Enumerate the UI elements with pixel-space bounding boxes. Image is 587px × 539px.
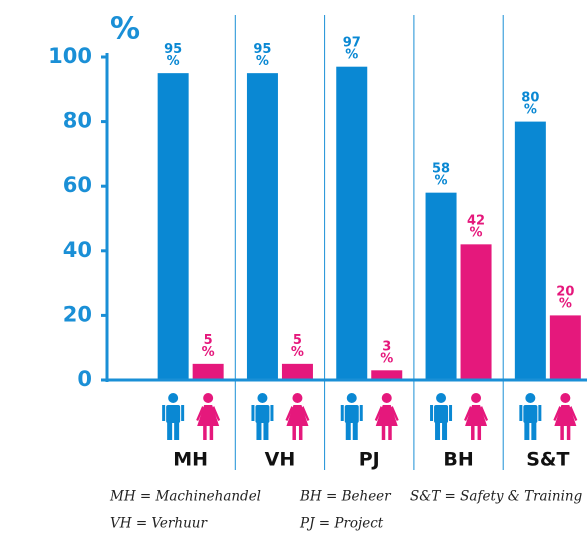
icon-leg (477, 426, 482, 440)
icon-arm (270, 405, 274, 421)
value-label: 3% (380, 339, 393, 366)
icon-arm (519, 405, 523, 421)
x-tick-label: S&T (526, 449, 569, 471)
icon-head (168, 393, 179, 403)
icon-arm (162, 405, 166, 421)
male-icon (519, 393, 542, 440)
icon-head (203, 393, 214, 403)
icon-leg (292, 426, 296, 440)
icon-arm (538, 405, 542, 421)
icon-head (436, 393, 447, 403)
icon-arm (181, 405, 185, 421)
x-tick-label: VH (265, 449, 296, 471)
value-label: 95% (253, 42, 271, 69)
icon-body (255, 405, 270, 423)
icon-leg (298, 426, 303, 440)
icon-leg (174, 422, 180, 440)
icon-arm (374, 406, 399, 421)
y-tick-label: 60 (63, 173, 92, 197)
value-label: 97% (343, 35, 361, 62)
bar (192, 363, 224, 380)
y-tick-label: 0 (77, 367, 92, 391)
icon-leg (524, 422, 530, 440)
male-icon (430, 393, 453, 440)
icon-leg (381, 426, 386, 440)
icon-leg (471, 426, 475, 440)
icon-body (344, 405, 359, 423)
value-label: 42% (467, 213, 485, 240)
note: BH = Beheer (299, 489, 392, 505)
note: MH = Machinehandel (109, 489, 261, 505)
bar (246, 73, 278, 381)
icon-arm (196, 406, 221, 421)
icon-arm (449, 405, 453, 421)
icon-head (471, 393, 482, 403)
icon-leg (442, 422, 448, 440)
female-icon (553, 393, 578, 440)
value-label: 20% (556, 284, 574, 311)
icon-leg (209, 426, 214, 440)
y-tick-label: 80 (63, 109, 92, 133)
icon-body (434, 405, 449, 423)
icon-leg (203, 426, 207, 440)
icon-leg (352, 422, 358, 440)
icon-body (166, 405, 181, 423)
icon-leg (566, 426, 571, 440)
note: PJ = Project (299, 516, 384, 532)
male-icon (162, 393, 185, 440)
bar (371, 370, 403, 380)
x-tick-label: BH (443, 449, 473, 471)
icon-leg (531, 422, 537, 440)
value-label: 58% (432, 161, 450, 188)
icon-arm (251, 405, 255, 421)
bar (514, 121, 546, 380)
male-icon (340, 393, 363, 440)
bar (336, 66, 368, 380)
icon-body (523, 405, 538, 423)
female-icon (374, 393, 399, 440)
icon-leg (263, 422, 269, 440)
bar (425, 192, 457, 380)
icon-head (525, 393, 536, 403)
icon-arm (464, 406, 489, 421)
icon-arm (285, 406, 310, 421)
value-label: 5% (202, 332, 215, 359)
note: S&T = Safety & Training (410, 489, 583, 505)
value-label: 80% (521, 90, 539, 117)
female-icon (285, 393, 310, 440)
female-icon (464, 393, 489, 440)
icon-head (292, 393, 303, 403)
icon-head (381, 393, 392, 403)
female-icon (196, 393, 221, 440)
icon-arm (430, 405, 434, 421)
y-axis-label: % (110, 12, 140, 47)
icon-leg (345, 422, 351, 440)
icon-leg (388, 426, 392, 440)
y-tick-label: 20 (63, 302, 92, 326)
bar (460, 244, 492, 380)
icon-head (560, 393, 571, 403)
icon-leg (435, 422, 441, 440)
value-label: 5% (291, 332, 304, 359)
x-tick-label: MH (173, 449, 208, 471)
y-tick-label: 100 (48, 44, 92, 68)
bar (157, 73, 189, 381)
y-tick-label: 40 (63, 238, 92, 262)
note: VH = Verhuur (110, 516, 208, 532)
male-icon (251, 393, 274, 440)
bar (549, 315, 581, 380)
bar (281, 363, 313, 380)
icon-leg (167, 422, 173, 440)
icon-arm (553, 406, 578, 421)
icon-leg (256, 422, 262, 440)
icon-head (346, 393, 357, 403)
value-label: 95% (164, 42, 182, 69)
icon-head (257, 393, 268, 403)
icon-arm (340, 405, 344, 421)
x-tick-label: PJ (359, 449, 380, 471)
icon-arm (359, 405, 363, 421)
icon-leg (560, 426, 564, 440)
